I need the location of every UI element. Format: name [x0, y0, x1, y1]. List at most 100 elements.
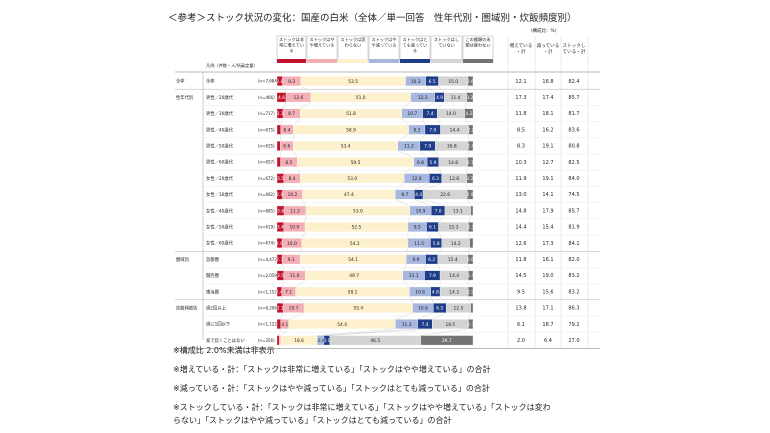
- bar-value-label: 13.1: [453, 208, 463, 214]
- bar-connector: [323, 328, 418, 336]
- row-n: (n=2,059): [258, 273, 279, 278]
- bar-value-label: 6.6: [283, 144, 290, 150]
- bar-segment: [467, 157, 474, 168]
- group-label: 性年代別: [176, 94, 193, 101]
- summary-value: 84.1: [568, 241, 579, 247]
- row-n: (n=675): [258, 127, 275, 132]
- summary-value: 83.2: [568, 273, 579, 279]
- row-label: 関西圏: [206, 273, 219, 279]
- bar-value-label: 14.4: [449, 273, 459, 279]
- bar-segment: [466, 92, 474, 103]
- bar-value-label: 10.9: [289, 225, 299, 231]
- bar-connector: [466, 85, 469, 93]
- summary-value: 10.3: [515, 160, 526, 166]
- bar-connector: [430, 296, 434, 304]
- legend-label: ていない: [438, 42, 455, 48]
- bar-value-label: 11.3: [402, 322, 412, 328]
- row-label: 女性／40歳代: [206, 207, 234, 214]
- legend-swatch: [338, 59, 368, 63]
- bar-connector: [300, 85, 311, 93]
- bar-connector: [281, 296, 284, 304]
- summary-value: 12.7: [542, 160, 553, 166]
- row-n: (n=619): [258, 225, 275, 230]
- bar-value-label: 59.5: [351, 160, 361, 166]
- bar-value-label: 3.4: [277, 225, 284, 231]
- bar-connector: [466, 183, 468, 190]
- bar-connector: [317, 328, 396, 336]
- row-label: 週に1回以下: [206, 321, 231, 328]
- bar-connector: [438, 85, 445, 93]
- bar-connector: [397, 134, 409, 142]
- bar-segment: [464, 108, 474, 119]
- bar-connector: [395, 182, 405, 190]
- bar-value-label: 55.4: [353, 306, 363, 312]
- bar-value-label: 11.4: [451, 95, 461, 101]
- bar-segment: [276, 157, 281, 168]
- row-label: 男性／30歳代: [206, 110, 234, 117]
- bar-connector: [437, 247, 442, 255]
- summary-value: 17.3: [515, 95, 526, 101]
- bar-value-label: 2.7: [276, 257, 283, 263]
- bar-connector: [426, 231, 431, 239]
- row-n: (n=717): [258, 111, 275, 116]
- bar-value-label: 14.3: [449, 289, 459, 295]
- legend-box: [368, 35, 400, 63]
- bar-connector: [425, 247, 431, 255]
- bar-connector: [282, 199, 285, 206]
- bar-connector: [397, 150, 414, 158]
- bar-value-label: 6.2: [428, 257, 435, 263]
- bar-value-label: 7.0: [435, 208, 442, 214]
- bar-value-label: 4.6: [278, 95, 285, 101]
- bar-value-label: 2.5: [467, 289, 474, 295]
- bar-connector: [401, 118, 409, 126]
- row-label: 家で炊くことはない: [206, 337, 245, 344]
- bar-value-label: 2.6: [467, 257, 474, 263]
- unit-note: （構成比：%）: [528, 29, 560, 34]
- bar-segment: [468, 270, 474, 281]
- bar-connector: [426, 166, 430, 174]
- bar-connector: [468, 312, 471, 320]
- bar-value-label: 51.0: [356, 95, 366, 101]
- summary-value: 11.8: [515, 111, 526, 117]
- bar-value-label: 2.3: [467, 225, 474, 231]
- bar-value-label: 7.4: [421, 322, 428, 328]
- bar-connector: [406, 247, 409, 255]
- bar-connector: [300, 101, 311, 109]
- summary-value: 8.3: [517, 144, 525, 150]
- bar-value-label: 6.1: [429, 225, 436, 231]
- summary-header: 増えている: [510, 42, 533, 49]
- bar-value-label: 6.8: [417, 160, 424, 166]
- bar-segment: [468, 124, 474, 135]
- summary-value: 17.1: [542, 306, 553, 312]
- bar-connector: [281, 231, 284, 239]
- bar-connector: [464, 102, 467, 109]
- summary-value: 14.1: [542, 192, 553, 198]
- bar-value-label: 3.2: [466, 95, 473, 101]
- summary-value: 86.3: [568, 306, 579, 312]
- bar-value-label: 12.8: [449, 176, 459, 182]
- summary-value: 79.2: [568, 322, 579, 328]
- bar-connector: [468, 231, 470, 239]
- summary-value: 18.1: [542, 111, 553, 117]
- bar-value-label: 2.4: [276, 289, 283, 295]
- bar-value-label: 2.2: [467, 127, 474, 133]
- bar-value-label: 54.4: [337, 322, 347, 328]
- bar-value-label: 3.0: [323, 338, 330, 344]
- row-label: 全体: [206, 78, 215, 85]
- bar-segment: [467, 189, 474, 200]
- bar-value-label: 6.5: [429, 79, 436, 85]
- summary-header: ・計: [543, 48, 553, 55]
- bar-segment: [468, 319, 474, 330]
- legend-swatch: [463, 59, 493, 63]
- bar-connector: [280, 312, 284, 320]
- group-label: 圏域別: [176, 256, 189, 263]
- legend-box: [337, 35, 369, 63]
- bar-connector: [417, 312, 434, 320]
- bar-value-label: 49.7: [349, 273, 359, 279]
- row-label: 女性／60歳代: [206, 240, 234, 247]
- bar-value-label: 9.9: [412, 257, 419, 263]
- bar-connector: [293, 118, 301, 126]
- summary-value: 13.8: [515, 306, 526, 312]
- summary-value: 81.9: [568, 225, 579, 231]
- summary-value: 18.7: [542, 322, 553, 328]
